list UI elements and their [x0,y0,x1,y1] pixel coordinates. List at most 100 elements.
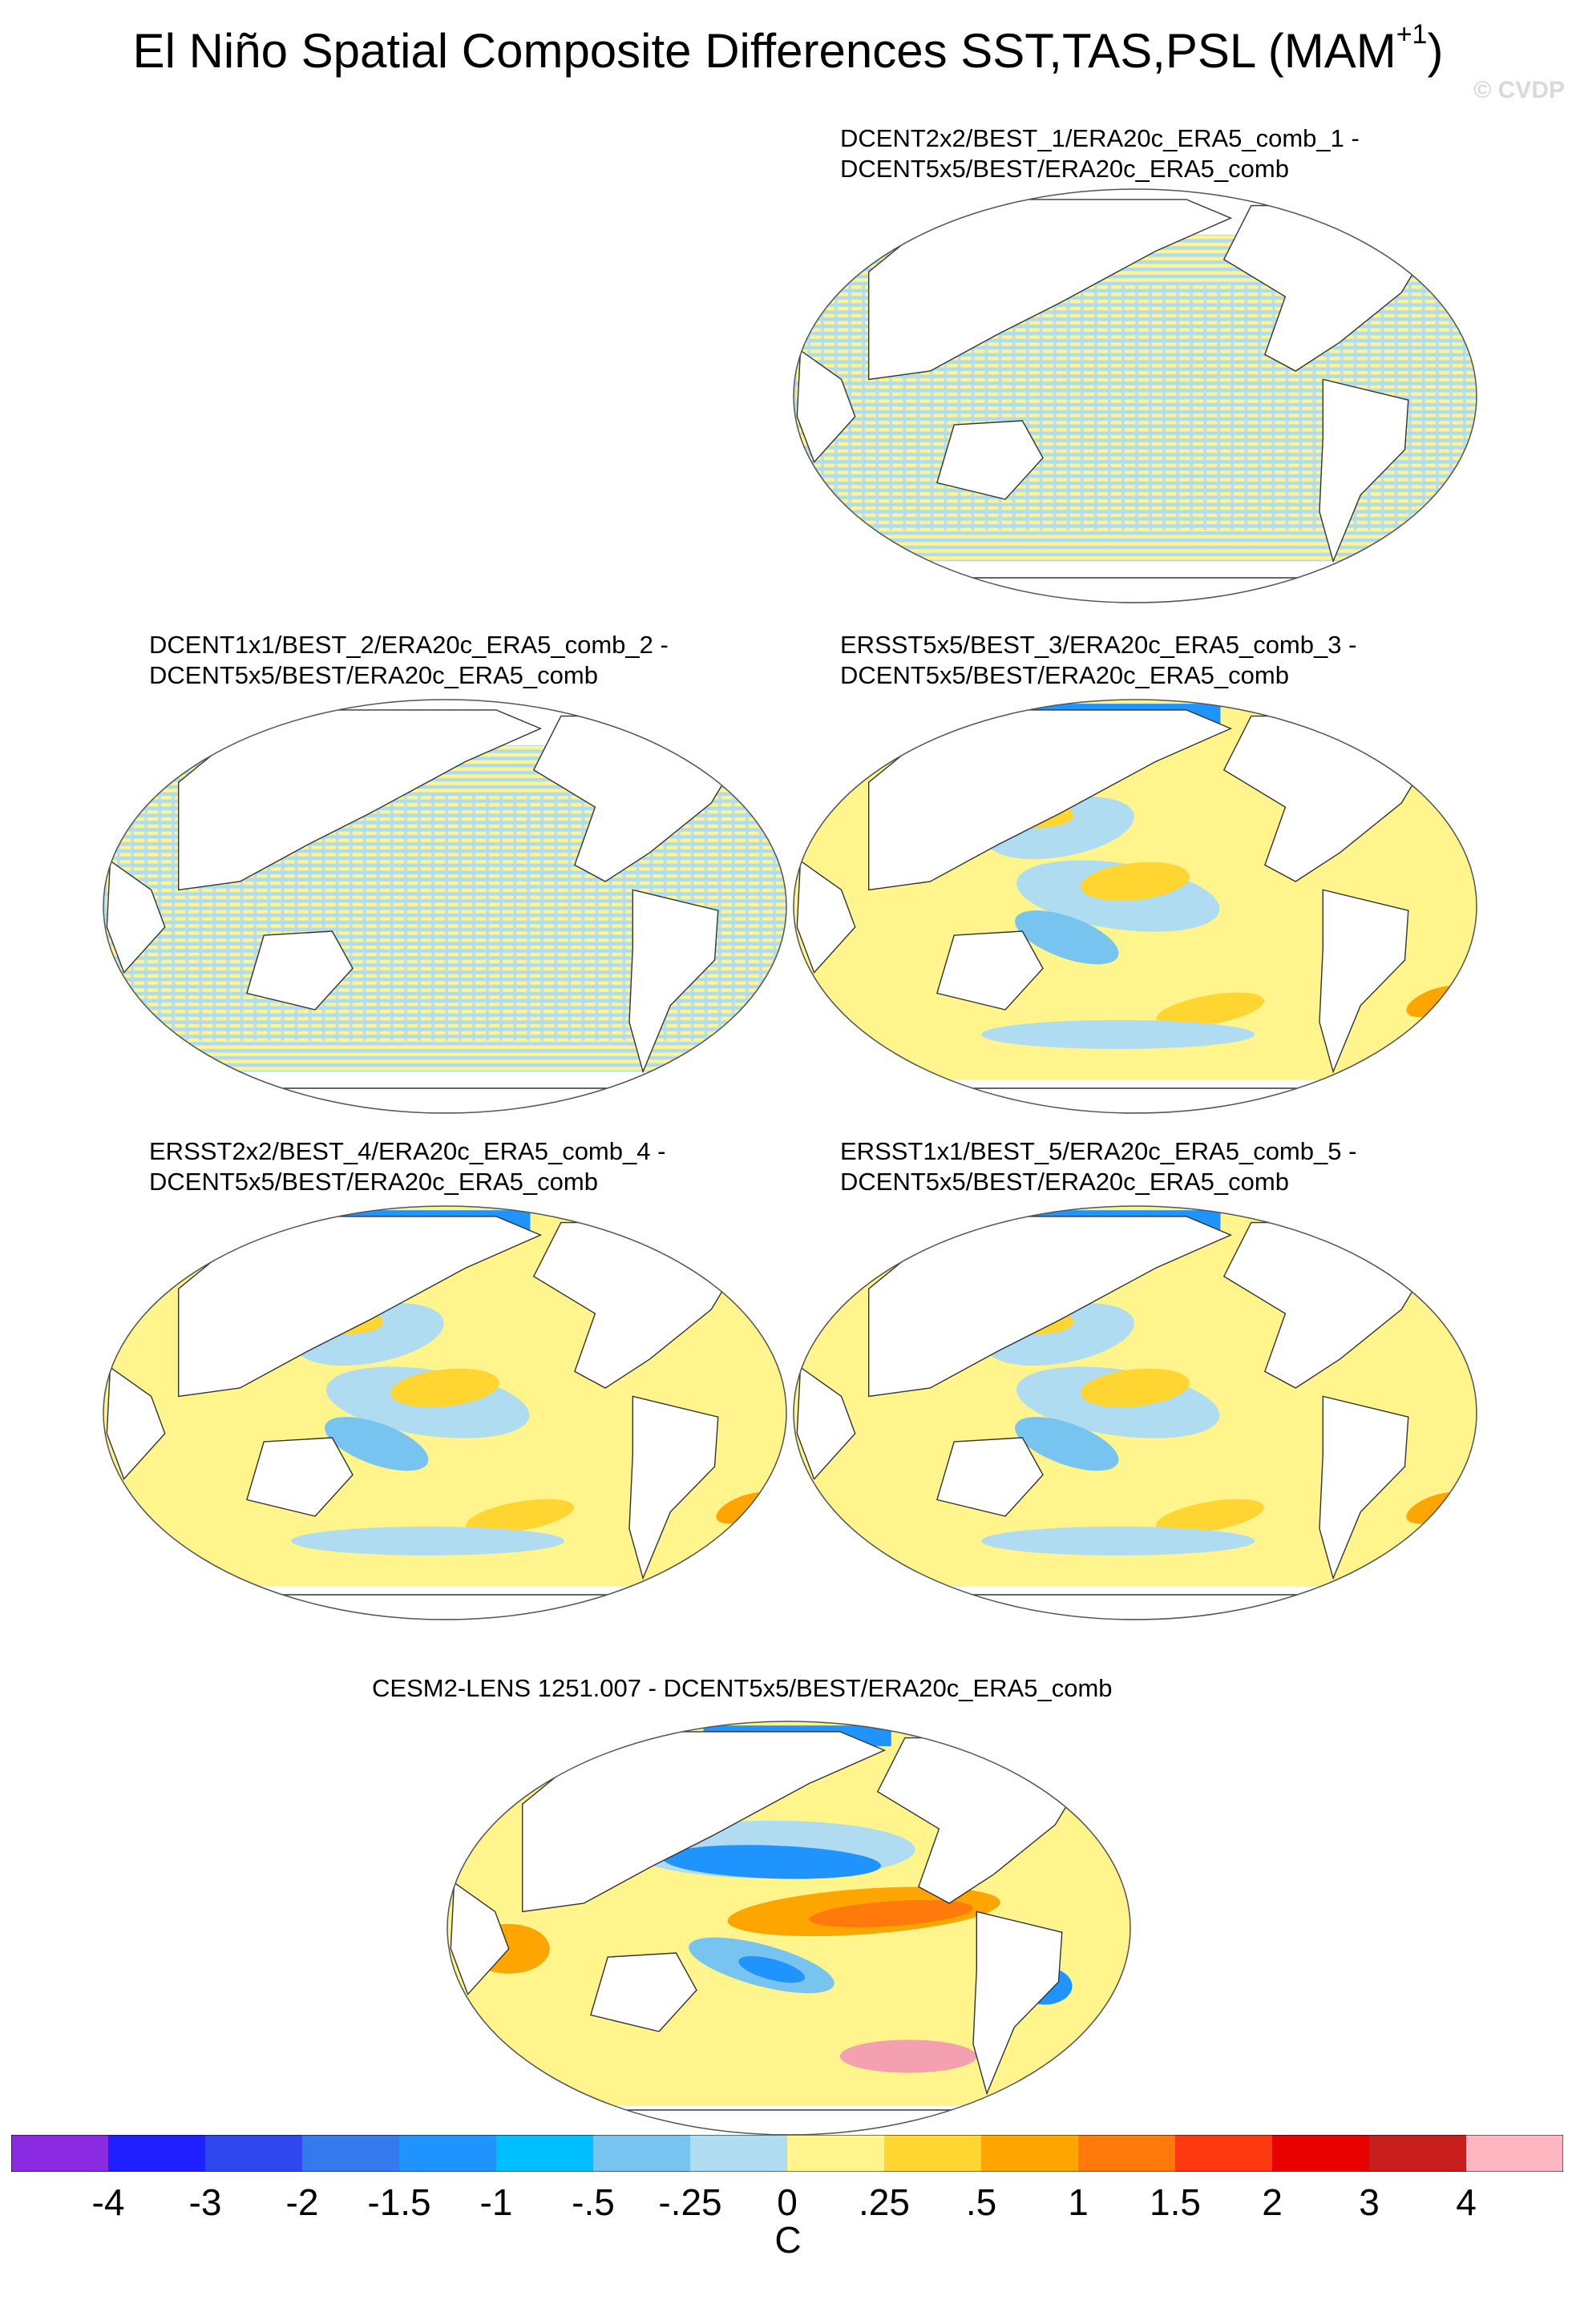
colorbar-box-7 [690,2135,788,2172]
land-south-america [628,889,719,1074]
colorbar-box-15 [1466,2135,1563,2172]
stripe-negative [111,1048,786,1053]
map-field [447,1721,1130,2135]
land-antarctica [549,2109,1028,2135]
colorbar-box-9 [884,2135,982,2172]
stripe-vertical [376,793,380,1041]
panel-title-3: ERSST5x5/BEST_3/ERA20c_ERA5_comb_3 - DCE… [840,630,1356,691]
colorbar-tick-label: .25 [859,2181,910,2223]
figure-title: El Niño Spatial Composite Differences SS… [0,21,1576,80]
land-africa [796,1366,856,1480]
stripe-negative [118,906,786,910]
stripe-vertical [1203,282,1207,531]
globe-outline [103,1205,787,1620]
stripe-vertical [862,282,866,531]
panel-1-title-line2: DCENT5x5/BEST/ERA20c_ERA5_comb [840,155,1289,183]
stripe-negative [801,325,1477,329]
stripe-vertical [103,793,107,1041]
stripe-negative [118,970,786,974]
stripe-negative [111,1006,786,1011]
panel-5-title-line1: ERSST1x1/BEST_5/ERA20c_ERA5_comb_5 - [840,1137,1357,1165]
stripe-vertical [581,793,585,1041]
stripe-negative [801,281,1477,286]
map-panel-4 [103,1205,787,1620]
stripe-negative [808,481,1477,486]
anomaly-pos-cpac [1081,1368,1190,1408]
stripe-negative [808,524,1477,528]
panel-2-title-line1: DCENT1x1/BEST_2/ERA20c_ERA5_comb_2 - [149,631,669,659]
stripe-vertical [1299,282,1303,531]
stripe-vertical [930,282,934,531]
anomaly-neg-swpac [325,1417,429,1471]
stripe-vertical [486,793,490,1041]
stripe-negative [111,963,786,967]
stripe-vertical [1121,282,1125,531]
land-antarctica [895,1594,1375,1620]
stripe-vertical [772,793,776,1041]
stripe-vertical [472,793,476,1041]
land-south-america [628,1395,719,1580]
stripe-vertical [622,793,626,1041]
stripe-negative [801,303,1477,307]
stripe-negative [111,899,786,903]
panel-6-title-line1: CESM2-LENS 1251.007 - DCENT5x5/BEST/ERA2… [372,1674,1113,1702]
stripe-vertical [916,282,920,531]
colorbar-tick-label: -.5 [572,2181,615,2223]
land-asia [177,1216,543,1398]
stripe-vertical [875,282,879,531]
title-end: ) [1427,24,1444,78]
stripe-vertical [417,793,421,1041]
map-field [103,1206,786,1620]
land-greenland [1414,192,1464,244]
stripe-negative [801,453,1477,457]
globe-outline [103,699,787,1114]
stripe-negative [801,474,1477,478]
panel-3-title-line2: DCENT5x5/BEST/ERA20c_ERA5_comb [840,661,1289,689]
stripe-vertical [430,793,434,1041]
colorbar-tick-label: -1.5 [367,2181,431,2223]
stripe-negative [118,841,786,846]
stripe-negative [801,367,1477,371]
stripe-vertical [335,793,339,1041]
stripe-negative [801,260,1477,264]
land-south-america [1319,1395,1409,1580]
stripe-vertical [212,793,216,1041]
stripe-negative [808,331,1477,336]
land-australia [246,930,354,1011]
title-text: El Niño Spatial Composite Differences SS… [132,24,1396,78]
colorbar-box-10 [981,2135,1079,2172]
stripe-negative [808,396,1477,400]
stripe-negative [808,438,1477,442]
stripe-negative [111,920,786,925]
panel-title-4: ERSST2x2/BEST_4/ERA20c_ERA5_comb_4 - DCE… [149,1136,665,1197]
stripe-vertical [984,282,988,531]
stripe-vertical [1285,282,1289,531]
stripe-negative [118,1055,786,1060]
colorbar-tick-label: -.25 [658,2181,722,2223]
stripe-vertical [1012,282,1016,531]
colorbar-ticks: -4 -3 -2 -1.5 -1 -.5 -.25 0 .25 .5 1 1.5 2 3 4 [0,2180,1576,2228]
colorbar-box-12 [1175,2135,1273,2172]
stripe-vertical [294,793,298,1041]
stripe-vertical [1312,282,1316,531]
colorbar-tick-label: 1.5 [1150,2181,1201,2223]
land-antarctica [895,1087,1375,1113]
panel-2-title-line2: DCENT5x5/BEST/ERA20c_ERA5_comb [149,661,598,689]
stripe-vertical [253,793,257,1041]
colorbar-box-5 [496,2135,594,2172]
stripe-negative [808,353,1477,357]
stripe-vertical [1271,282,1275,531]
colorbar-tick-label: -1 [479,2181,513,2223]
stripe-negative [808,545,1477,550]
stripe-negative [118,777,786,782]
anomaly-pos-epac-core [809,1899,973,1927]
stripe-vertical [1162,282,1166,531]
anomaly-pos-spac [1156,1499,1264,1534]
stripe-negative [103,1063,786,1067]
anomaly-neg-spcz-core [738,1955,805,1983]
stripe-vertical [362,793,366,1041]
land-greenland [724,1209,774,1261]
stripe-vertical [595,793,599,1041]
colorbar-tick-label: 0 [777,2181,798,2223]
stripe-negative [111,856,786,861]
